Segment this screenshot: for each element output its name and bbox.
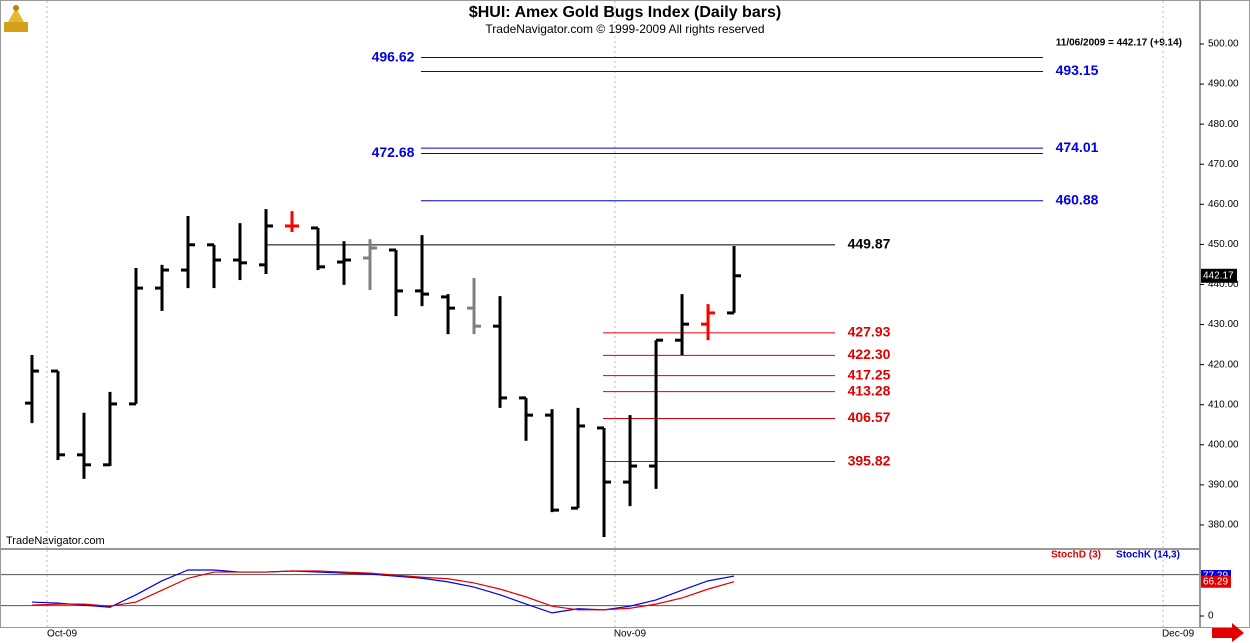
x-tick-label: Nov-09 bbox=[614, 629, 647, 640]
y-tick-label: 430.00 bbox=[1208, 319, 1239, 330]
last-info: 11/06/2009 = 442.17 (+9.14) bbox=[1056, 38, 1182, 49]
level-label: 474.01 bbox=[1056, 139, 1099, 155]
level-label: 413.28 bbox=[848, 382, 891, 398]
y-tick-label: 390.00 bbox=[1208, 480, 1239, 491]
level-label: 472.68 bbox=[372, 144, 415, 160]
y-tick-label: 480.00 bbox=[1208, 119, 1239, 130]
legend-entry: StochK (14,3) bbox=[1116, 550, 1180, 561]
watermark: TradeNavigator.com bbox=[6, 535, 105, 547]
logo bbox=[4, 5, 28, 32]
chart-title: $HUI: Amex Gold Bugs Index (Daily bars) bbox=[469, 4, 781, 21]
x-tick-label: Dec-09 bbox=[1162, 629, 1195, 640]
stoch-panel bbox=[0, 549, 1200, 628]
y-tick-label: 490.00 bbox=[1208, 79, 1239, 90]
price-panel bbox=[0, 0, 1200, 549]
stoch-line bbox=[31, 569, 735, 614]
y-tick-label: 500.00 bbox=[1208, 39, 1239, 50]
level-label: 493.15 bbox=[1056, 62, 1099, 78]
stoch-line bbox=[31, 570, 735, 611]
stoch-last-label: 66.29 bbox=[1203, 576, 1228, 587]
level-label: 406.57 bbox=[848, 409, 891, 425]
scroll-arrow[interactable] bbox=[1212, 623, 1244, 642]
last-price-box bbox=[1201, 268, 1237, 283]
level-label: 395.82 bbox=[848, 452, 891, 468]
last-price-label: 442.17 bbox=[1203, 270, 1234, 281]
y-tick-label: 380.00 bbox=[1208, 520, 1239, 531]
level-label: 417.25 bbox=[848, 366, 891, 382]
y-tick-label: 400.00 bbox=[1208, 439, 1239, 450]
y-tick-label: 420.00 bbox=[1208, 359, 1239, 370]
level-label: 496.62 bbox=[372, 48, 415, 64]
y-tick-label: 460.00 bbox=[1208, 199, 1239, 210]
y-tick-label: 410.00 bbox=[1208, 399, 1239, 410]
y-tick-label: 0 bbox=[1208, 611, 1214, 622]
level-label: 449.87 bbox=[848, 236, 891, 252]
y-tick-label: 440.00 bbox=[1208, 279, 1239, 290]
y-tick-label: 470.00 bbox=[1208, 159, 1239, 170]
level-label: 427.93 bbox=[848, 324, 891, 340]
legend-entry: StochD (3) bbox=[1051, 550, 1101, 561]
level-label: 460.88 bbox=[1056, 191, 1099, 207]
chart-subtitle: TradeNavigator.com © 1999-2009 All right… bbox=[485, 22, 764, 36]
y-tick-label: 450.00 bbox=[1208, 239, 1239, 250]
stoch-last-box bbox=[1201, 575, 1231, 588]
axis-panel bbox=[1200, 0, 1250, 628]
level-label: 422.30 bbox=[848, 346, 891, 362]
x-tick-label: Oct-09 bbox=[47, 629, 77, 640]
